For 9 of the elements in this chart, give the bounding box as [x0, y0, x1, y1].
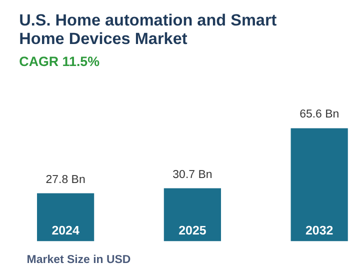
- chart-title: U.S. Home automation and Smart Home Devices Market: [19, 12, 278, 48]
- chart-subtitle: CAGR 11.5%: [19, 54, 100, 69]
- data-label: 30.7 Bn: [172, 168, 212, 181]
- data-label: 27.8 Bn: [46, 174, 86, 186]
- x-tick-label: 2032: [306, 223, 334, 238]
- x-tick-label: 2025: [178, 223, 206, 238]
- x-tick-label: 2024: [52, 223, 80, 238]
- data-label: 65.6 Bn: [300, 108, 340, 121]
- text: Market Size in USD: [26, 254, 131, 266]
